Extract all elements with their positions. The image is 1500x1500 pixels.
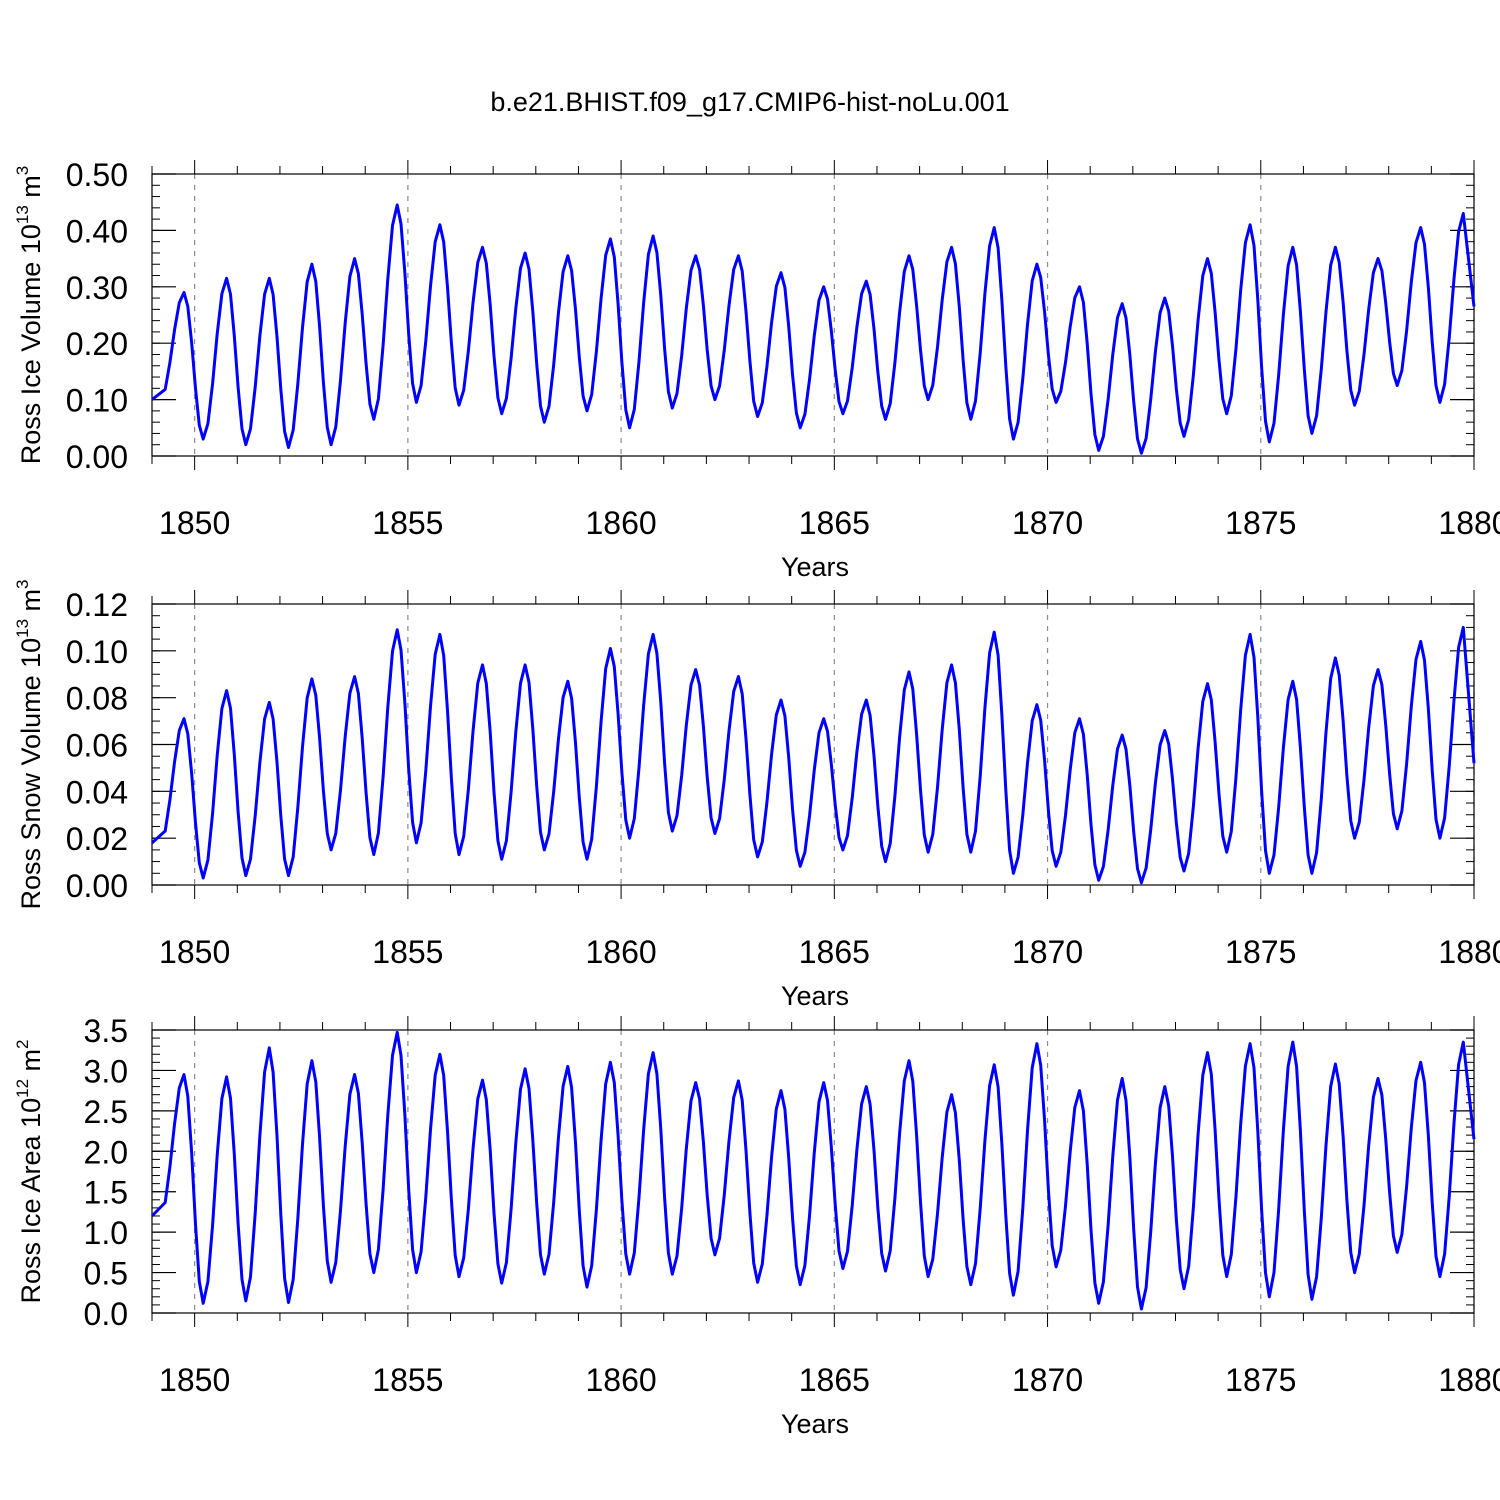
y-axis-label-unit_exp: 3 — [13, 579, 32, 588]
y-axis-label-unit: m — [16, 1049, 46, 1079]
y-tick-label: 0.40 — [66, 213, 128, 249]
y-tick-label: 0.06 — [66, 728, 128, 764]
y-tick-label: 2.0 — [84, 1134, 128, 1170]
y-tick-label: 0.12 — [66, 587, 128, 623]
y-tick-label: 0.10 — [66, 383, 128, 419]
x-axis-label: Years — [781, 981, 849, 1011]
series-line-snow-volume — [150, 625, 1476, 885]
y-axis-label-text: Ross Snow Volume 10 — [16, 638, 46, 910]
y-tick-label: 3.5 — [84, 1013, 128, 1049]
x-tick-label: 1870 — [1012, 934, 1083, 970]
series-line-ice-area — [150, 1030, 1476, 1311]
x-axis-label: Years — [781, 1409, 849, 1439]
y-tick-label: 1.0 — [84, 1215, 128, 1251]
x-tick-label: 1855 — [372, 505, 443, 541]
y-tick-label: 0.5 — [84, 1256, 128, 1292]
x-tick-label: 1850 — [159, 505, 230, 541]
y-tick-label: 0.04 — [66, 774, 128, 810]
plot-frame — [151, 1029, 1475, 1314]
y-axis-label: Ross Snow Volume 1013 m3 — [13, 579, 46, 909]
y-axis-label: Ross Ice Volume 1013 m3 — [13, 166, 46, 465]
y-axis-label-exp: 13 — [13, 619, 32, 638]
y-tick-label: 0.02 — [66, 821, 128, 857]
y-tick-label: 0.30 — [66, 270, 128, 306]
chart-title: b.e21.BHIST.f09_g17.CMIP6-hist-noLu.001 — [490, 87, 1009, 117]
y-tick-label: 0.50 — [66, 157, 128, 193]
x-tick-label: 1865 — [799, 1362, 870, 1398]
y-tick-label: 0.20 — [66, 326, 128, 362]
y-axis-label-text: Ross Ice Area 10 — [16, 1098, 46, 1304]
y-axis-label-unit: m — [16, 175, 46, 205]
x-tick-label: 1855 — [372, 934, 443, 970]
y-axis-label-exp: 12 — [13, 1079, 32, 1098]
y-tick-label: 0.10 — [66, 634, 128, 670]
x-tick-label: 1860 — [586, 505, 657, 541]
x-tick-label: 1865 — [799, 505, 870, 541]
x-tick-label: 1875 — [1225, 934, 1296, 970]
y-tick-label: 0.0 — [84, 1296, 128, 1332]
y-axis-label-unit_exp: 2 — [13, 1039, 32, 1048]
series-line-ice-volume — [151, 203, 1476, 455]
x-tick-label: 1850 — [159, 1362, 230, 1398]
y-axis-label-text: Ross Ice Volume 10 — [16, 224, 46, 464]
plot-frame — [151, 173, 1475, 457]
x-tick-label: 1855 — [372, 1362, 443, 1398]
y-tick-label: 0.00 — [66, 439, 128, 475]
y-tick-label: 1.5 — [84, 1175, 128, 1211]
x-axis-label: Years — [781, 552, 849, 582]
x-tick-label: 1860 — [586, 1362, 657, 1398]
x-tick-label: 1875 — [1225, 505, 1296, 541]
x-tick-label: 1870 — [1012, 505, 1083, 541]
y-tick-label: 0.08 — [66, 681, 128, 717]
x-tick-label: 1850 — [159, 934, 230, 970]
x-tick-label: 1860 — [586, 934, 657, 970]
y-tick-label: 3.0 — [84, 1053, 128, 1089]
y-tick-label: 0.00 — [66, 868, 128, 904]
y-axis-label-unit: m — [16, 589, 46, 619]
y-axis-label: Ross Ice Area 1012 m2 — [13, 1039, 46, 1303]
y-axis-label-exp: 13 — [13, 205, 32, 224]
x-tick-label: 1870 — [1012, 1362, 1083, 1398]
y-tick-label: 2.5 — [84, 1094, 128, 1130]
x-tick-label: 1865 — [799, 934, 870, 970]
x-tick-label: 1875 — [1225, 1362, 1296, 1398]
y-axis-label-unit_exp: 3 — [13, 166, 32, 175]
